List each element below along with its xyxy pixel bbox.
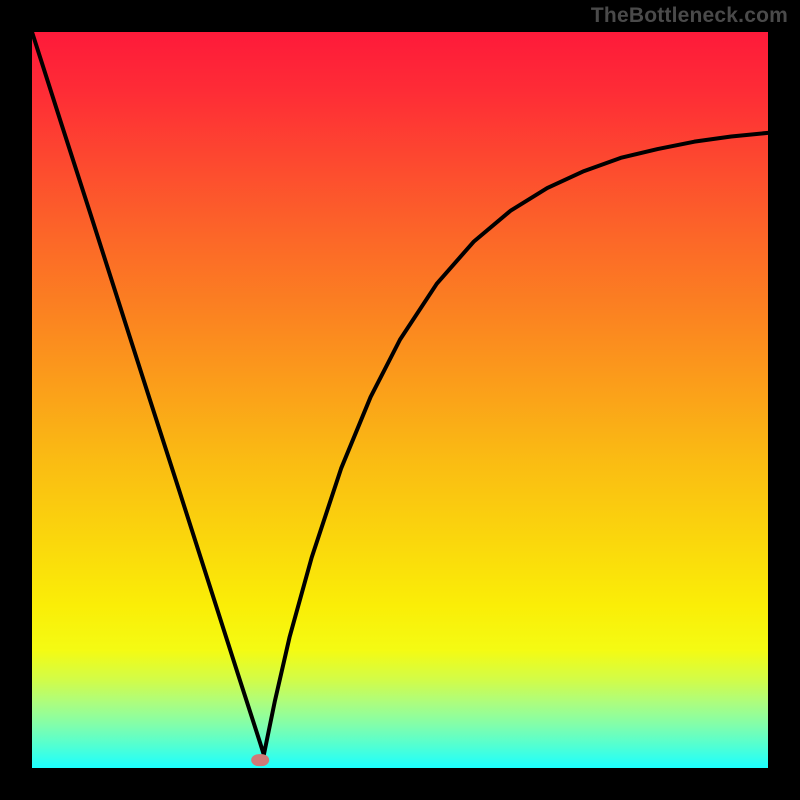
minimum-marker (251, 754, 269, 766)
chart-canvas: TheBottleneck.com (0, 0, 800, 800)
watermark-text: TheBottleneck.com (591, 4, 788, 28)
curve-path (32, 32, 768, 755)
bottleneck-curve (32, 32, 768, 768)
plot-area (32, 32, 768, 768)
